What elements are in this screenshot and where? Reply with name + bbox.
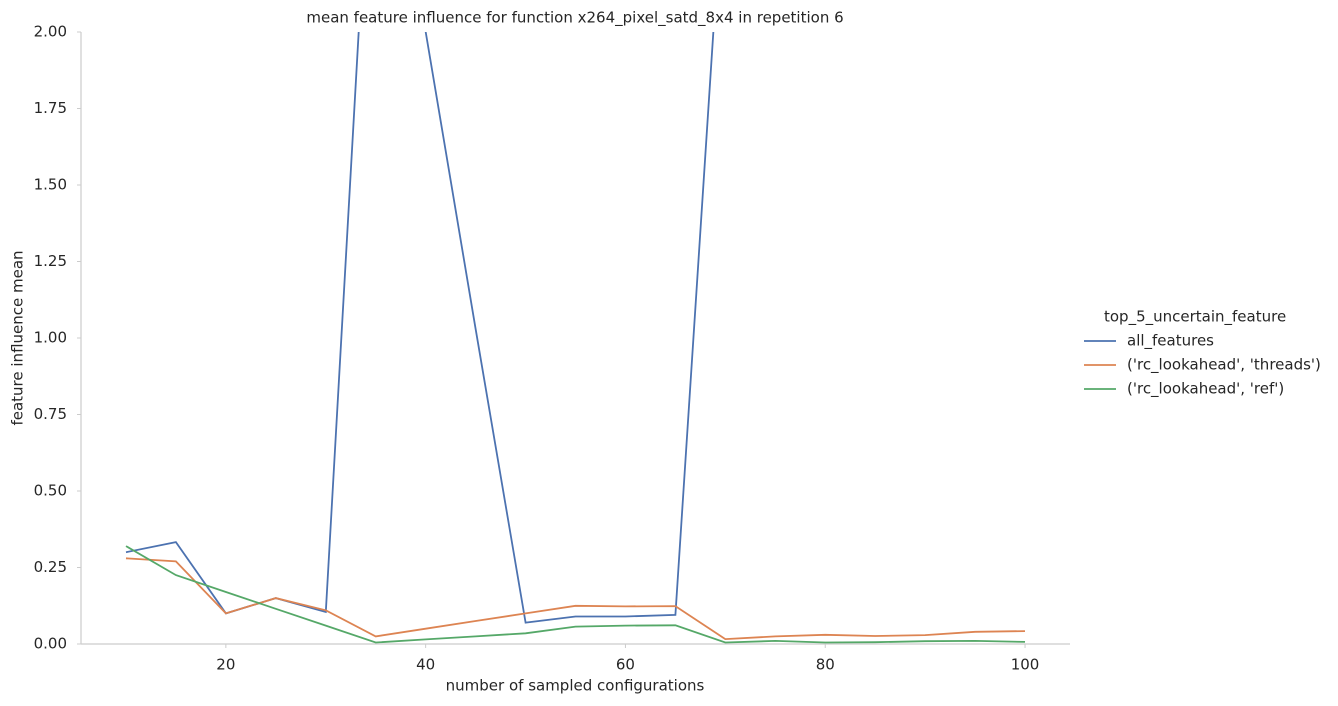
- y-axis-label: feature influence mean: [9, 250, 27, 425]
- y-tick-label: 1.25: [34, 252, 67, 270]
- y-tick-label: 2.00: [34, 23, 67, 41]
- y-tick-label: 0.25: [34, 558, 67, 576]
- plot-area: [125, 32, 1026, 644]
- series-line: [125, 32, 715, 624]
- x-tick-label: 20: [216, 656, 235, 674]
- legend-label: ('rc_lookahead', 'ref'): [1127, 380, 1284, 399]
- y-tick-label: 0.00: [34, 635, 67, 653]
- x-tick-label: 100: [1011, 656, 1040, 674]
- x-tick-label: 80: [816, 656, 835, 674]
- series-line: [125, 545, 1026, 644]
- y-tick-label: 0.50: [34, 482, 67, 500]
- x-axis-label: number of sampled configurations: [446, 677, 705, 695]
- y-tick-label: 1.50: [34, 176, 67, 194]
- chart-title: mean feature influence for function x264…: [306, 9, 843, 28]
- y-tick-label: 1.75: [34, 99, 67, 117]
- x-tick-label: 60: [616, 656, 635, 674]
- legend-title: top_5_uncertain_feature: [1104, 308, 1286, 327]
- legend-label: all_features: [1127, 332, 1214, 351]
- series-line: [125, 557, 1026, 641]
- x-tick-label: 40: [416, 656, 435, 674]
- legend-label: ('rc_lookahead', 'threads'): [1127, 356, 1321, 375]
- y-tick-label: 1.00: [34, 329, 67, 347]
- y-tick-label: 0.75: [34, 405, 67, 423]
